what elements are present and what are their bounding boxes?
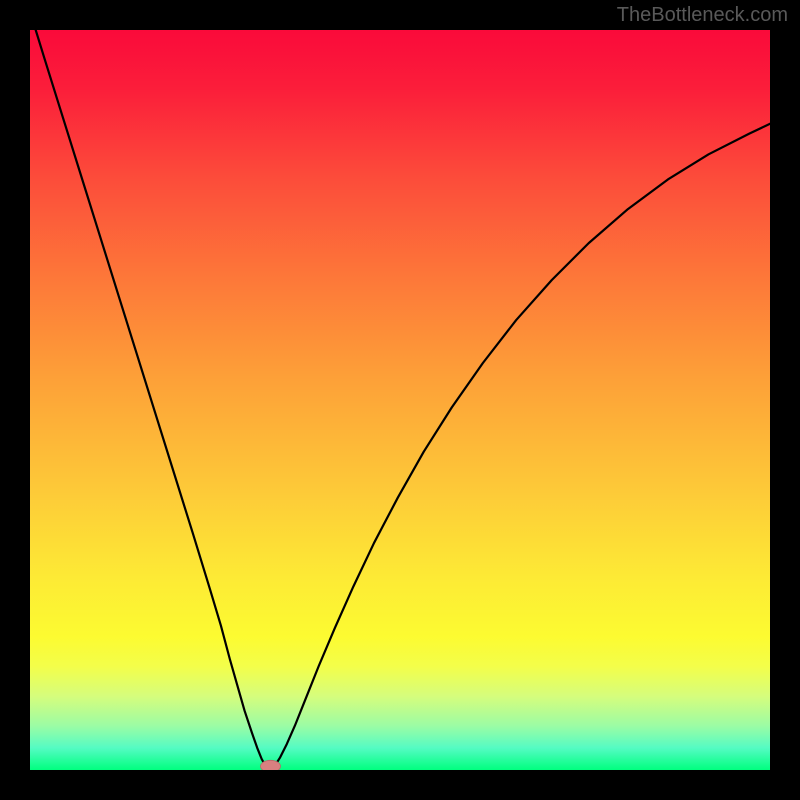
bottleneck-curve xyxy=(30,12,777,769)
watermark-text: TheBottleneck.com xyxy=(617,4,788,27)
chart-container: TheBottleneck.com xyxy=(0,0,800,800)
curve-layer xyxy=(30,30,770,770)
plot-area xyxy=(30,30,770,770)
minimum-marker-icon xyxy=(261,760,281,772)
